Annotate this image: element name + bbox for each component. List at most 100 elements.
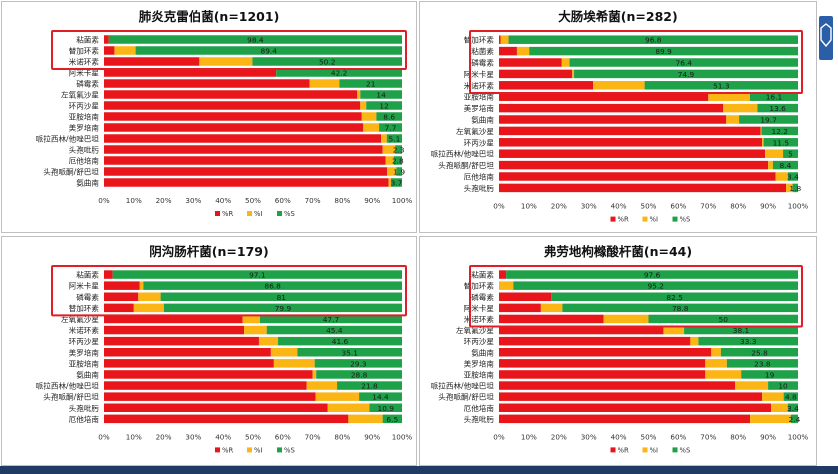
category-label: 环丙沙星 bbox=[69, 102, 100, 111]
x-tick-label: 0% bbox=[98, 432, 110, 441]
category-label: 头孢哌酮/舒巴坦 bbox=[43, 392, 99, 402]
legend-label: %I bbox=[254, 210, 262, 218]
data-label: 12 bbox=[379, 102, 388, 111]
category-label: 左氧氟沙星 bbox=[61, 90, 99, 100]
bar-segment bbox=[396, 167, 402, 176]
data-label: 1.9 bbox=[393, 168, 405, 177]
bar-segment bbox=[499, 270, 507, 279]
x-tick-label: 100% bbox=[788, 432, 809, 441]
x-tick-label: 60% bbox=[275, 196, 291, 205]
bar-segment bbox=[708, 92, 750, 101]
chart-panel-eco: 大肠埃希菌(n=282) 替加环素 96.8 粘菌素 89.9 磷霉素 76.4 阿米卡星 7… bbox=[419, 1, 817, 233]
legend-label: %R bbox=[222, 446, 233, 454]
bar-segment bbox=[270, 348, 298, 357]
category-label: 头孢吡肟 bbox=[464, 414, 495, 424]
bar-segment bbox=[499, 403, 772, 412]
legend-swatch bbox=[642, 216, 648, 222]
category-label: 替加环素 bbox=[69, 46, 100, 56]
x-tick-label: 20% bbox=[551, 432, 567, 441]
bar-segment bbox=[104, 303, 134, 313]
highlight-box bbox=[51, 265, 407, 317]
legend-swatch bbox=[247, 447, 252, 453]
x-tick-label: 70% bbox=[305, 196, 321, 205]
x-tick-label: 40% bbox=[611, 432, 627, 441]
bar-segment bbox=[499, 138, 763, 147]
x-tick-label: 60% bbox=[670, 432, 686, 441]
bar-segment bbox=[726, 359, 798, 368]
bar-segment bbox=[771, 403, 788, 412]
data-label: 81 bbox=[277, 293, 287, 302]
bar-segment bbox=[104, 68, 277, 77]
data-label: 23.8 bbox=[754, 359, 771, 368]
bar-segment bbox=[163, 303, 402, 313]
category-label: 氨曲南 bbox=[471, 115, 494, 125]
category-label: 环丙沙星 bbox=[464, 337, 495, 346]
data-label: 78.8 bbox=[672, 304, 689, 313]
bar-segment bbox=[705, 370, 742, 379]
bar-segment bbox=[104, 336, 259, 346]
data-label: 89.4 bbox=[261, 47, 278, 56]
bar-segment bbox=[684, 325, 798, 335]
x-tick-label: 80% bbox=[334, 196, 350, 205]
category-label: 粘菌素 bbox=[76, 35, 99, 45]
data-label: 74.9 bbox=[678, 70, 695, 79]
category-label: 氨曲南 bbox=[471, 347, 494, 357]
bar-segment bbox=[499, 314, 604, 324]
data-label: 12.2 bbox=[772, 127, 788, 136]
data-label: 3.4 bbox=[787, 173, 799, 182]
bar-segment bbox=[104, 57, 200, 66]
bar-segment bbox=[506, 270, 798, 279]
data-label: 19.7 bbox=[760, 116, 777, 125]
x-tick-label: 40% bbox=[215, 196, 231, 205]
category-label: 头孢哌酮/舒巴坦 bbox=[438, 392, 494, 402]
x-tick-label: 70% bbox=[700, 202, 716, 211]
category-label: 左氧氟沙星 bbox=[456, 126, 494, 136]
legend-swatch bbox=[247, 211, 252, 216]
category-label: 厄他培南 bbox=[464, 172, 495, 182]
legend-label: %R bbox=[222, 210, 233, 218]
bar-segment bbox=[499, 160, 769, 170]
category-label: 哌拉西林/他唑巴坦 bbox=[431, 149, 495, 159]
data-label: 5.1 bbox=[389, 135, 401, 144]
bar-segment bbox=[499, 414, 751, 424]
bar-segment bbox=[644, 81, 798, 90]
bar-segment bbox=[369, 403, 402, 412]
data-label: 38.1 bbox=[733, 326, 750, 335]
data-label: 21.8 bbox=[361, 382, 378, 391]
x-tick-label: 60% bbox=[670, 202, 686, 211]
chart-svg: 粘菌素 97.6 替加环素 95.2 磷霉素 82.5 阿米卡星 78.8 米诺环素 50 左氧氟沙… bbox=[431, 265, 809, 454]
data-label: 13.6 bbox=[769, 104, 786, 113]
x-tick-label: 10% bbox=[521, 432, 537, 441]
legend-label: %I bbox=[650, 446, 658, 454]
data-label: 25.8 bbox=[751, 348, 768, 357]
category-label: 美罗培南 bbox=[464, 358, 495, 368]
legend-swatch bbox=[277, 447, 282, 453]
bar-segment bbox=[499, 126, 761, 136]
bar-segment bbox=[276, 68, 402, 77]
bar-segment bbox=[359, 392, 402, 401]
bar-segment bbox=[104, 370, 313, 379]
bar-segment bbox=[772, 160, 798, 170]
category-label: 磷霉素 bbox=[471, 58, 494, 68]
legend-label: %I bbox=[254, 446, 262, 454]
bar-segment bbox=[306, 381, 338, 390]
bar-segment bbox=[104, 281, 140, 290]
bar-segment bbox=[278, 336, 402, 346]
bar-segment bbox=[790, 414, 798, 424]
chart-panel-ecl: 阴沟肠杆菌(n=179) 粘菌素 97.1 阿米卡星 86.8 磷霉素 81 替加环素 79.… bbox=[1, 236, 417, 466]
bar-segment bbox=[104, 178, 389, 187]
data-label: 8.4 bbox=[780, 161, 792, 170]
category-label: 氨曲南 bbox=[76, 178, 99, 188]
category-label: 环丙沙星 bbox=[69, 337, 100, 346]
highlight-box bbox=[469, 30, 803, 94]
category-label: 厄他培南 bbox=[69, 414, 100, 424]
bar-segment bbox=[690, 336, 699, 346]
bar-segment bbox=[499, 348, 712, 357]
logo-icon bbox=[819, 16, 833, 60]
x-tick-label: 10% bbox=[521, 202, 537, 211]
chart-panel-cfr: 弗劳地枸橼酸杆菌(n=44) 粘菌素 97.6 替加环素 95.2 磷霉素 82.5 阿米卡… bbox=[419, 236, 817, 466]
x-tick-label: 70% bbox=[305, 432, 321, 441]
bar-segment bbox=[761, 126, 798, 136]
data-label: 16.1 bbox=[766, 93, 783, 102]
category-label: 环丙沙星 bbox=[464, 138, 495, 147]
